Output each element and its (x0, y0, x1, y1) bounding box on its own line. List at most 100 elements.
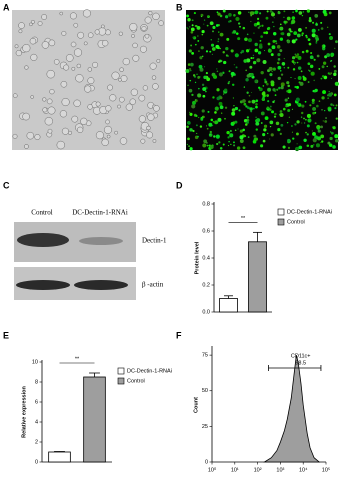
cell (49, 89, 55, 95)
cell (312, 111, 316, 115)
cell (190, 62, 194, 67)
cell (205, 90, 207, 93)
cell (311, 130, 313, 132)
cell (219, 105, 224, 110)
cell (330, 131, 332, 133)
cell (296, 33, 301, 38)
cell (254, 42, 258, 47)
cell (217, 38, 220, 40)
cell (329, 36, 334, 40)
cell (94, 29, 100, 35)
cell (264, 80, 268, 84)
cell (243, 102, 247, 106)
cell (262, 139, 266, 143)
cell (333, 72, 337, 77)
y-tick-label: 6 (35, 399, 38, 405)
cell (267, 26, 271, 30)
cell (310, 52, 313, 55)
cell (276, 45, 281, 49)
cell (333, 93, 337, 97)
y-tick-label: 75 (202, 353, 208, 359)
cell (195, 43, 197, 46)
cell (266, 106, 270, 110)
cell (185, 69, 190, 73)
cell (198, 87, 200, 90)
cell (186, 27, 188, 29)
cell (235, 32, 239, 35)
cell (120, 75, 128, 83)
cell (259, 25, 261, 27)
cell (306, 133, 309, 136)
cell (189, 111, 191, 113)
cell (132, 42, 138, 49)
cell (233, 105, 235, 107)
cell (251, 99, 256, 104)
cell (328, 33, 331, 36)
x-tick-label: 10⁵ (322, 466, 330, 473)
cell (247, 136, 250, 138)
cell (202, 115, 205, 119)
cell (187, 121, 191, 125)
cell (333, 69, 337, 73)
cell (317, 29, 320, 31)
legend-label: Control (287, 219, 305, 225)
cell (295, 97, 300, 102)
y-tick-label: 0.0 (202, 309, 210, 315)
cell (317, 136, 322, 141)
cell (141, 26, 147, 32)
cell (271, 45, 276, 50)
cell (144, 33, 150, 39)
panel-label: F (176, 330, 182, 340)
cell (130, 88, 138, 96)
cell (292, 68, 296, 71)
cell (306, 124, 310, 128)
cell (119, 137, 128, 145)
cell (191, 52, 195, 55)
cell (219, 96, 223, 100)
cell (318, 68, 321, 70)
cell (216, 68, 218, 70)
cell (262, 85, 265, 87)
cell (311, 101, 315, 105)
cell (144, 16, 152, 24)
cell (73, 48, 83, 57)
cell (283, 16, 285, 18)
cell (334, 134, 339, 139)
cell (280, 70, 282, 72)
cell (200, 46, 204, 50)
cell (283, 67, 285, 69)
cell (291, 19, 296, 24)
bar (48, 451, 71, 463)
cell (328, 92, 333, 97)
cell (142, 85, 149, 91)
cell (271, 71, 273, 73)
cell (12, 93, 18, 98)
cell (199, 56, 203, 60)
cell (148, 11, 153, 16)
legend-label: Control (127, 378, 145, 384)
cell (323, 75, 328, 80)
cell (199, 125, 203, 128)
cell (223, 60, 227, 65)
cell (194, 25, 197, 27)
cell (320, 125, 323, 129)
cell (249, 107, 253, 111)
cell (30, 19, 35, 24)
cell (270, 12, 276, 17)
cell (280, 123, 284, 127)
cell (301, 104, 305, 108)
cell (190, 44, 193, 47)
lane-label: Control (31, 209, 52, 217)
cell (242, 26, 246, 30)
cell (218, 31, 220, 33)
cell (224, 106, 228, 109)
cell (272, 31, 277, 36)
cell (189, 69, 192, 72)
cell (29, 22, 33, 27)
cell (290, 76, 292, 79)
cell (273, 17, 275, 19)
legend-swatch (277, 218, 285, 226)
cell (280, 86, 284, 90)
cell (218, 101, 223, 106)
cell (56, 140, 66, 150)
